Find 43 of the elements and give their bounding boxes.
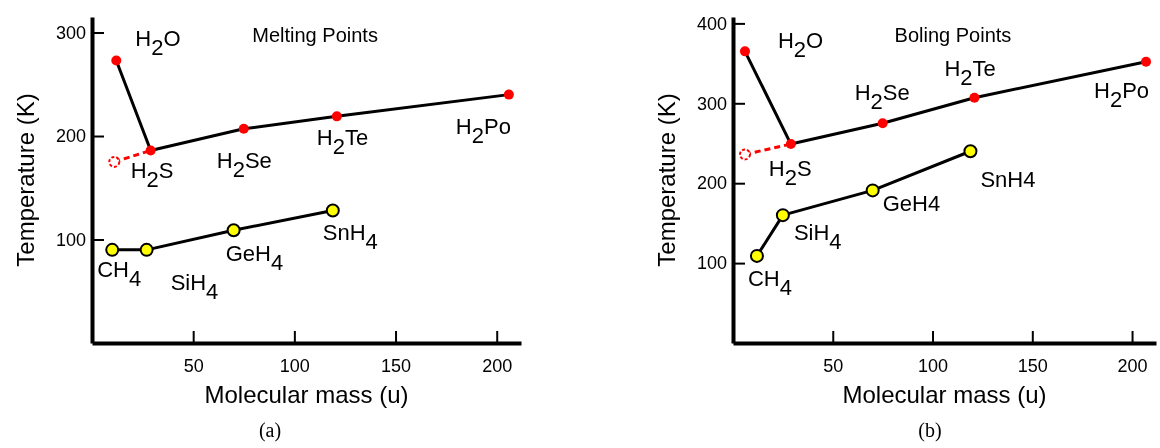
x-tick-label: 200 bbox=[482, 355, 513, 376]
y-tick-label: 300 bbox=[55, 22, 86, 43]
point bbox=[111, 55, 122, 66]
text: (a) bbox=[258, 419, 282, 442]
point bbox=[963, 144, 978, 159]
y-tick-label: 300 bbox=[696, 93, 727, 114]
x-tick-label: 100 bbox=[279, 355, 310, 376]
point bbox=[325, 203, 340, 218]
y-axis-title: Temperature (K) bbox=[12, 93, 39, 267]
x-axis-title: Molecular mass (u) bbox=[842, 381, 1047, 408]
point bbox=[105, 242, 120, 257]
y-tick-label: 200 bbox=[696, 173, 727, 194]
point bbox=[738, 148, 751, 161]
x-tick-label: 50 bbox=[183, 355, 204, 376]
y-tick-label: 200 bbox=[55, 126, 86, 147]
chart-title: Melting Points bbox=[252, 24, 378, 46]
chart-title: Boling Points bbox=[894, 24, 1012, 46]
point bbox=[108, 155, 121, 168]
y-axis-title: Temperature (K) bbox=[653, 93, 680, 267]
annotation: GeH4 bbox=[882, 191, 941, 217]
x-tick-label: 100 bbox=[918, 355, 949, 376]
point bbox=[139, 242, 154, 257]
point bbox=[503, 89, 514, 100]
point bbox=[775, 208, 790, 223]
point bbox=[877, 118, 888, 129]
point bbox=[331, 111, 342, 122]
y-tick-label: 400 bbox=[696, 13, 727, 34]
x-tick-label: 50 bbox=[823, 355, 844, 376]
point bbox=[865, 183, 880, 198]
point bbox=[749, 248, 764, 263]
y-tick-label: 100 bbox=[55, 229, 86, 250]
text: (b) bbox=[918, 419, 942, 442]
point bbox=[1141, 56, 1152, 67]
point bbox=[238, 123, 249, 134]
point bbox=[969, 92, 980, 103]
point bbox=[739, 46, 750, 57]
y-tick-label: 100 bbox=[696, 253, 727, 274]
x-tick-label: 150 bbox=[1017, 355, 1048, 376]
annotation: SnH4 bbox=[980, 167, 1036, 193]
x-tick-label: 200 bbox=[1117, 355, 1148, 376]
point bbox=[226, 223, 241, 238]
x-tick-label: 150 bbox=[381, 355, 412, 376]
x-axis-title: Molecular mass (u) bbox=[204, 381, 409, 408]
